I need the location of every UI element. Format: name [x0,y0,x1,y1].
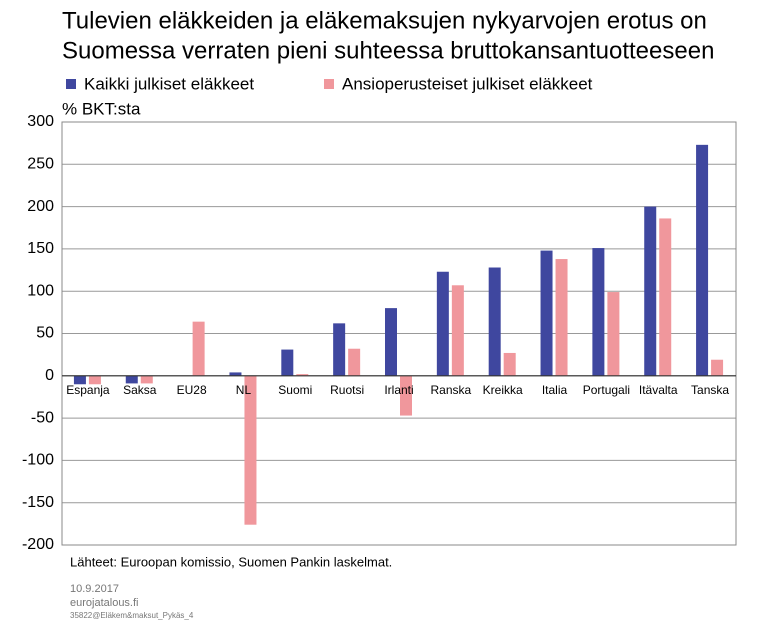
bar [333,323,346,376]
bar [503,352,516,376]
bar [385,308,397,376]
bar [281,349,294,376]
bar [696,144,709,376]
x-tick-label: Ruotsi [330,383,364,397]
x-tick-label: Irlanti [384,383,413,397]
bar [88,375,101,385]
x-tick-label: Kreikka [483,383,523,397]
chart-title: Suomessa verraten pieni suhteessa brutto… [62,37,714,64]
bar [125,375,138,384]
legend-label: Ansioperusteiset julkiset eläkkeet [342,74,593,93]
y-tick-label: 250 [27,156,54,173]
x-tick-label: Suomi [278,383,312,397]
x-tick-label: EU28 [177,383,207,397]
y-axis-label: % BKT:sta [62,99,141,118]
bar [73,375,86,385]
y-tick-label: -150 [22,494,54,511]
legend-swatch [66,79,76,89]
x-tick-label: Ranska [431,383,472,397]
bar [488,267,501,376]
y-tick-label: 150 [27,240,54,257]
legend-label: Kaikki julkiset eläkkeet [84,74,254,93]
x-tick-label: NL [236,383,252,397]
bar [244,375,257,525]
plot-frame [61,121,737,546]
chart-title: Tulevien eläkkeiden ja eläkemaksujen nyk… [62,7,707,34]
y-tick-label: 200 [27,198,54,215]
y-tick-label: 100 [27,282,54,299]
y-tick-label: -100 [22,452,54,469]
y-tick-label: -50 [31,409,54,426]
source: Lähteet: Euroopan komissio, Suomen Panki… [70,554,392,569]
y-tick-label: 300 [27,113,54,130]
x-tick-label: Tanska [691,383,729,397]
date: 10.9.2017 [70,583,119,595]
bar [555,259,568,376]
bar [540,250,553,376]
bar [451,285,464,376]
bar [644,206,657,376]
x-tick-label: Saksa [123,383,157,397]
bar [192,321,205,376]
x-tick-label: Italia [542,383,568,397]
bar [607,292,620,376]
bar [436,271,449,376]
bar [711,359,724,376]
legend-swatch [324,79,334,89]
bar [659,218,672,376]
bar [400,375,412,416]
bar [140,375,153,384]
y-tick-label: 50 [36,325,54,342]
bar [592,248,605,376]
x-tick-label: Itävalta [639,383,678,397]
y-tick-label: 0 [45,367,54,384]
x-tick-label: Portugali [583,383,630,397]
bar [229,372,242,376]
y-tick-label: -200 [22,536,54,553]
site: eurojatalous.fi [70,597,139,609]
bar [348,348,361,376]
bar [296,374,309,376]
x-tick-label: Espanja [66,383,110,397]
code: 35822@Eläkem&maksut_Pykäs_4 [70,611,194,620]
